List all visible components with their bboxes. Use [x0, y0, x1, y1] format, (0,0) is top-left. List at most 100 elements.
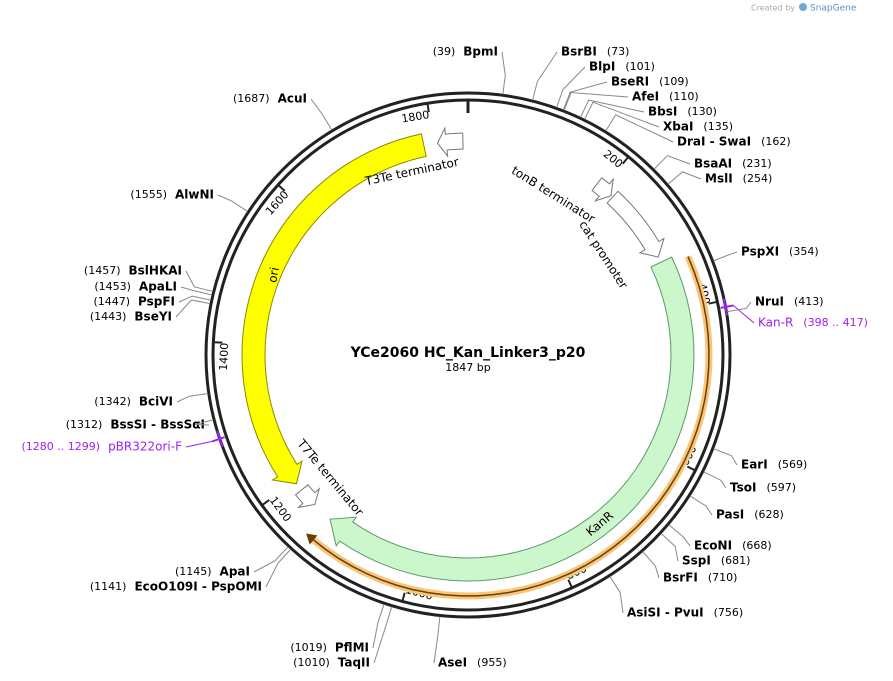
enzyme-name: TaqII: [338, 656, 370, 670]
enzyme-name: AsiSI - PvuI: [627, 606, 704, 620]
enzyme-position: (628): [754, 508, 784, 521]
enzyme-leader: [660, 533, 679, 562]
enzyme-leader: [265, 548, 292, 588]
enzyme-name: XbaI: [663, 120, 693, 134]
feature-ori: [241, 133, 427, 485]
map-length: 1847 bp: [445, 361, 490, 374]
enzyme-name: BsrBI: [561, 45, 597, 59]
enzyme-position: (569): [778, 458, 808, 471]
enzyme-leader: [727, 301, 752, 313]
enzyme-leader: [562, 81, 608, 111]
logo-created-by: Created by: [751, 4, 795, 13]
enzyme-leader: [580, 99, 645, 118]
enzyme-position: (109): [659, 75, 689, 88]
enzyme-name: BlpI: [589, 60, 615, 74]
enzyme-leader: [217, 194, 248, 212]
enzyme-position: (597): [766, 481, 796, 494]
enzyme-leader: [653, 155, 691, 170]
tick-mark: [708, 300, 718, 305]
enzyme-name: EcoNI: [694, 539, 732, 553]
enzyme-name: BsrFI: [663, 571, 698, 585]
enzyme-name: BciVI: [139, 395, 173, 409]
enzyme-position: (1141): [90, 580, 127, 593]
enzyme-leader: [605, 114, 674, 143]
enzyme-position: (1019): [290, 641, 327, 654]
enzyme-position: (1555): [130, 188, 167, 201]
enzyme-position: (130): [687, 105, 717, 118]
enzyme-position: (254): [743, 172, 773, 185]
enzyme-leader: [609, 576, 624, 614]
enzyme-name: BslHKAI: [129, 264, 183, 278]
primer-name: pBR322ori-F: [108, 440, 182, 454]
enzyme-position: (1145): [175, 565, 212, 578]
enzyme-position: (1010): [293, 656, 330, 669]
enzyme-leader: [703, 471, 727, 489]
enzyme-leader: [176, 393, 208, 403]
enzyme-position: (1447): [93, 295, 130, 308]
enzyme-leader: [584, 101, 660, 128]
enzyme-name: PasI: [716, 508, 744, 522]
tick-label: 1400: [217, 342, 231, 371]
enzyme-name: AfeI: [632, 90, 659, 104]
enzyme-position: (756): [714, 606, 744, 619]
enzyme-leader: [713, 251, 738, 262]
enzyme-name: EcoO109I - PspOMI: [134, 580, 262, 594]
enzyme-leader: [310, 98, 333, 131]
primer-name: Kan-R: [758, 316, 793, 330]
enzyme-name: ApaLI: [139, 280, 177, 294]
enzyme-leader: [178, 295, 211, 303]
enzyme-position: (710): [708, 571, 738, 584]
enzyme-name: PspFI: [138, 295, 175, 309]
feature-label: cat promoter: [576, 218, 630, 291]
enzyme-name: ApaI: [220, 565, 250, 579]
enzyme-position: (110): [669, 90, 699, 103]
feature-label: ori: [265, 266, 281, 284]
enzyme-position: (413): [794, 295, 824, 308]
enzyme-position: (668): [742, 539, 772, 552]
feature-kanr: [329, 256, 695, 582]
tick-mark: [621, 156, 630, 165]
primer-range: (1280 .. 1299): [22, 440, 101, 453]
tick-label: 1800: [401, 108, 431, 125]
enzyme-leader: [433, 616, 441, 664]
primer-band-line: [311, 256, 710, 597]
enzyme-name: AcuI: [278, 92, 307, 106]
feature-label: tonB terminator: [509, 163, 597, 226]
enzyme-position: (73): [607, 45, 630, 58]
enzyme-name: DraI - SwaI: [677, 135, 751, 149]
enzyme-position: (39): [433, 45, 456, 58]
enzyme-leader: [667, 171, 702, 185]
primer-range: (398 .. 417): [803, 316, 868, 329]
enzyme-name: NruI: [755, 295, 784, 309]
enzyme-leader: [642, 551, 660, 579]
enzyme-leader: [175, 299, 211, 318]
logo-icon: [799, 3, 807, 11]
backbone-outer: [204, 91, 732, 619]
enzyme-position: (1457): [84, 264, 121, 277]
tick-label: 1200: [267, 494, 294, 524]
tick-mark: [686, 465, 696, 472]
enzyme-position: (1443): [90, 310, 127, 323]
enzyme-name: TsoI: [730, 481, 756, 495]
enzyme-position: (955): [477, 656, 507, 669]
feature-t3te: [436, 126, 464, 158]
primer-mark: [720, 304, 734, 309]
enzyme-name: BpmI: [463, 45, 498, 59]
enzyme-leader: [689, 495, 713, 516]
enzyme-leader: [556, 66, 586, 108]
enzyme-position: (354): [789, 245, 819, 258]
feature-tonb: [591, 177, 614, 202]
enzyme-name: BbsI: [648, 105, 677, 119]
enzyme-position: (1453): [94, 280, 131, 293]
primer-arrowhead: [306, 533, 318, 545]
tick-mark: [426, 103, 430, 113]
enzyme-name: AlwNI: [175, 188, 214, 202]
enzyme-name: BseYI: [134, 310, 172, 324]
enzyme-name: PflMI: [335, 641, 369, 655]
tick-mark: [261, 499, 270, 507]
tick-mark: [277, 184, 286, 192]
enzyme-leader: [501, 51, 506, 95]
enzyme-name: BsaAI: [694, 157, 732, 171]
enzyme-name: PspXI: [741, 245, 779, 259]
